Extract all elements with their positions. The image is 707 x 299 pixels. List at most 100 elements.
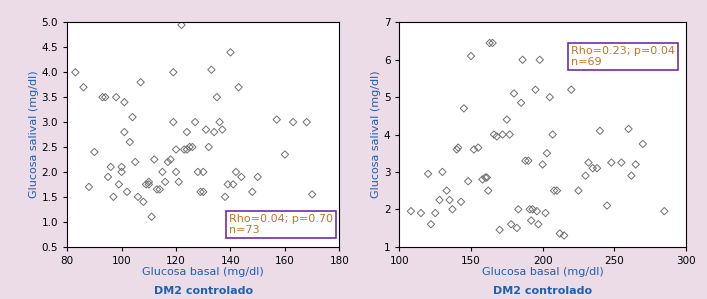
Point — [465, 54, 477, 59]
Point — [497, 132, 508, 137]
Point — [451, 147, 462, 152]
Point — [266, 229, 277, 234]
Point — [197, 190, 209, 194]
Point — [228, 182, 239, 187]
Point — [423, 171, 434, 176]
Point — [113, 182, 124, 187]
Point — [551, 188, 563, 193]
Point — [462, 179, 474, 184]
Point — [230, 170, 242, 174]
Point — [116, 170, 127, 174]
Point — [170, 170, 182, 174]
Point — [511, 226, 522, 231]
Point — [591, 166, 602, 170]
Point — [547, 132, 559, 137]
Point — [225, 50, 236, 55]
Point — [206, 67, 217, 72]
Point — [487, 41, 498, 45]
Point — [522, 158, 534, 163]
Point — [426, 222, 437, 227]
Point — [573, 188, 584, 193]
Point — [279, 152, 291, 157]
Point — [458, 106, 469, 111]
Point — [214, 120, 226, 124]
Point — [559, 233, 570, 238]
Point — [107, 194, 119, 199]
Point — [181, 130, 192, 135]
Point — [216, 127, 228, 132]
Point — [83, 184, 95, 189]
Point — [119, 100, 130, 105]
Point — [211, 95, 223, 100]
Point — [122, 190, 133, 194]
Text: Rho=0.23; p=0.04
n=69: Rho=0.23; p=0.04 n=69 — [571, 46, 675, 67]
Point — [430, 210, 441, 215]
Point — [540, 210, 551, 215]
Point — [157, 170, 168, 174]
Point — [434, 198, 445, 202]
Point — [517, 57, 528, 62]
Point — [452, 145, 464, 150]
Text: DM2 controlado: DM2 controlado — [153, 286, 253, 296]
Point — [477, 177, 488, 182]
Point — [160, 179, 171, 184]
Point — [441, 188, 452, 193]
Point — [549, 188, 560, 193]
Point — [534, 57, 545, 62]
Point — [78, 85, 89, 90]
Point — [602, 203, 613, 208]
Y-axis label: Glucosa salival (mg/dl): Glucosa salival (mg/dl) — [371, 71, 381, 198]
Point — [187, 145, 198, 150]
Point — [587, 166, 598, 170]
Point — [105, 164, 117, 169]
Point — [209, 130, 220, 135]
Point — [637, 141, 648, 146]
Point — [179, 147, 190, 152]
Point — [197, 170, 209, 174]
Point — [554, 231, 566, 236]
Point — [527, 207, 538, 212]
X-axis label: Glucosa basal (mg/dl): Glucosa basal (mg/dl) — [142, 267, 264, 277]
Point — [189, 120, 201, 124]
Point — [491, 134, 503, 139]
Point — [144, 179, 155, 184]
Point — [168, 120, 179, 124]
Point — [203, 145, 214, 150]
Point — [89, 150, 100, 154]
Point — [537, 162, 549, 167]
Point — [192, 170, 204, 174]
Point — [195, 190, 206, 194]
Point — [494, 228, 506, 232]
Point — [165, 157, 176, 162]
Text: DM2 controlado: DM2 controlado — [493, 286, 592, 296]
Point — [630, 162, 641, 167]
Point — [110, 95, 122, 100]
Point — [184, 145, 195, 150]
Point — [455, 199, 467, 204]
X-axis label: Glucosa basal (mg/dl): Glucosa basal (mg/dl) — [481, 267, 604, 277]
Point — [146, 214, 157, 219]
Point — [162, 160, 173, 164]
Point — [181, 147, 192, 152]
Point — [233, 85, 245, 90]
Point — [513, 207, 524, 212]
Point — [525, 218, 537, 223]
Point — [301, 120, 312, 124]
Point — [247, 190, 258, 194]
Point — [200, 127, 211, 132]
Point — [238, 232, 250, 237]
Point — [116, 164, 127, 169]
Point — [307, 192, 318, 197]
Point — [293, 222, 304, 227]
Point — [532, 222, 544, 227]
Point — [132, 194, 144, 199]
Point — [173, 179, 185, 184]
Point — [524, 207, 535, 212]
Point — [135, 80, 146, 85]
Point — [138, 199, 149, 204]
Point — [222, 182, 233, 187]
Point — [103, 175, 114, 179]
Point — [623, 126, 634, 131]
Text: Rho=0.04; p=0.70
n=73: Rho=0.04; p=0.70 n=73 — [229, 214, 333, 236]
Point — [151, 187, 163, 192]
